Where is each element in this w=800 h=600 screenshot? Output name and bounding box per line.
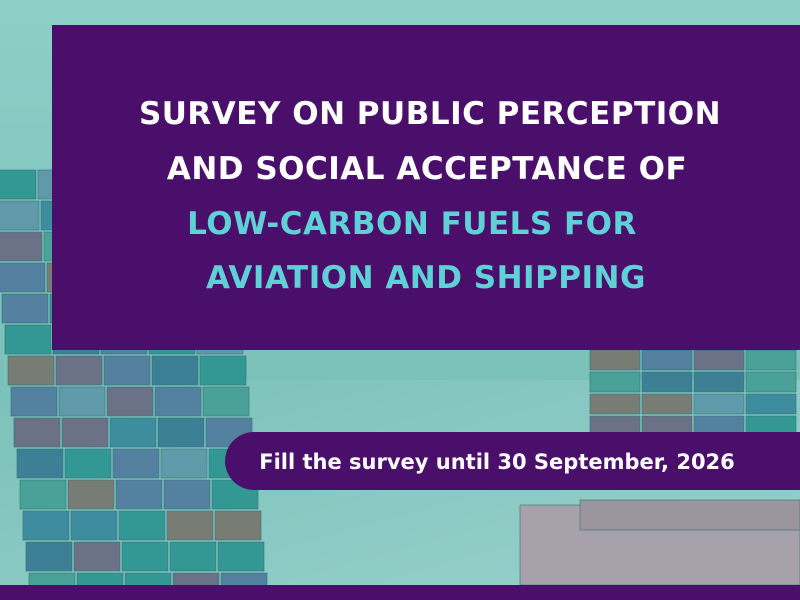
container [115,479,163,510]
container [154,386,202,417]
container [112,448,160,479]
container [579,499,800,531]
container [589,393,641,415]
bottom-strip [0,585,800,600]
container [641,393,693,415]
container [217,541,265,572]
title-highlight: LOW-CARBON FUELS FOR [187,206,637,242]
container [106,386,154,417]
container [118,510,166,541]
container [16,448,64,479]
container [0,200,40,231]
deadline-pill [225,432,800,490]
container [1,293,49,324]
container [693,393,745,415]
title-box [52,25,800,350]
deadline-text: Fill the survey until 30 September, 2026 [259,450,735,474]
container [693,371,745,393]
container [109,417,157,448]
container [745,371,797,393]
container [10,386,58,417]
container [589,371,641,393]
container [166,510,214,541]
container [157,417,205,448]
container [13,417,61,448]
container [641,371,693,393]
container [202,386,250,417]
container [22,510,70,541]
title-highlight: AVIATION AND SHIPPING [206,260,646,296]
container [73,541,121,572]
container [4,324,52,355]
title-line: SURVEY ON PUBLIC PERCEPTION [139,96,721,132]
title-line: AND SOCIAL ACCEPTANCE OF [167,151,687,187]
container [25,541,73,572]
container [55,355,103,386]
container [169,541,217,572]
container [64,448,112,479]
container [214,510,262,541]
container [151,355,199,386]
container [0,169,37,200]
container [61,417,109,448]
container [121,541,169,572]
container [163,479,211,510]
container [103,355,151,386]
container [70,510,118,541]
container [0,262,46,293]
container [67,479,115,510]
container [7,355,55,386]
container [745,393,797,415]
container [160,448,208,479]
container [19,479,67,510]
container [199,355,247,386]
container [58,386,106,417]
container [0,231,43,262]
